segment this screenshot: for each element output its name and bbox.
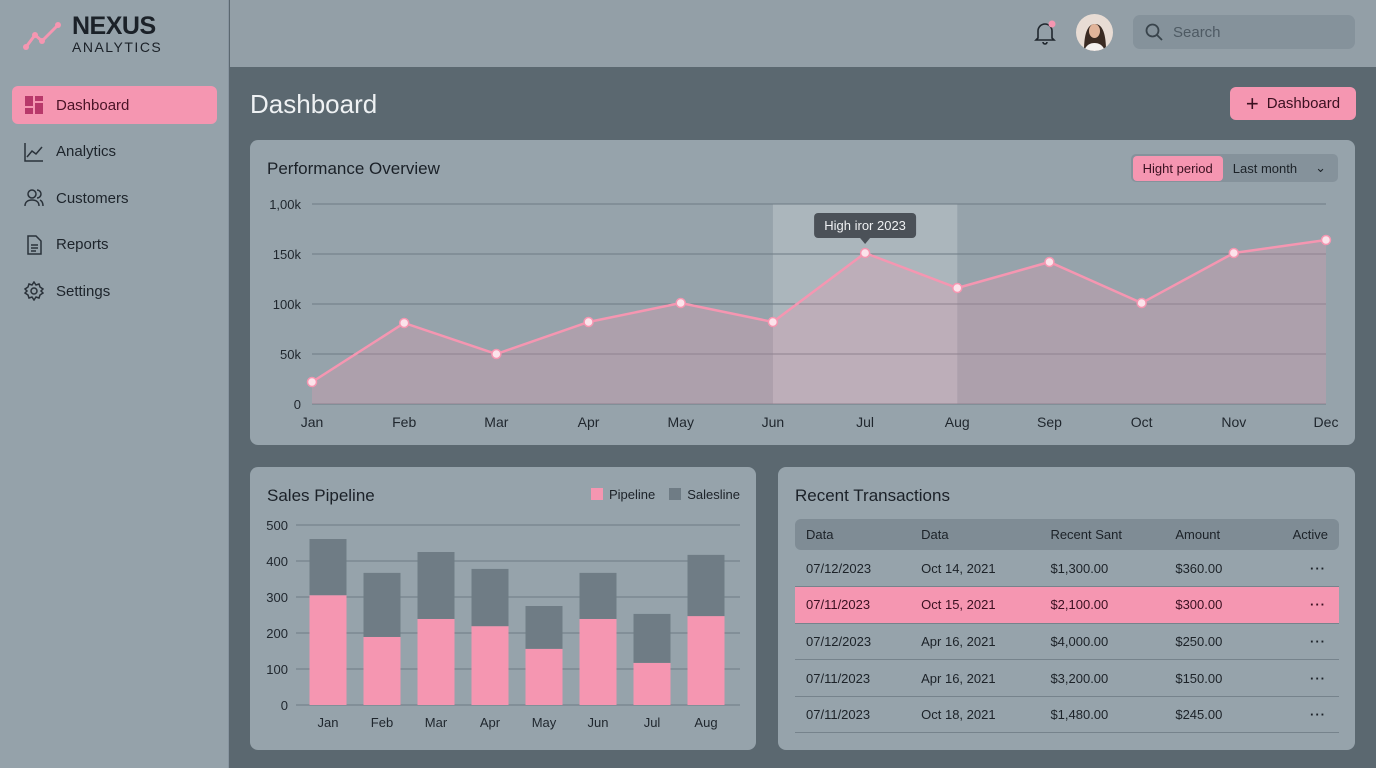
search-icon [1145,23,1163,41]
column-header[interactable]: Recent Sant [1039,519,1165,550]
sidebar-item-label: Settings [56,282,111,300]
performance-card: Performance Overview Hight period Last m… [250,140,1355,445]
search-input[interactable]: Search [1133,15,1355,49]
table-row[interactable]: 07/11/2023 Apr 16, 2021 $3,200.00 $150.00 ··… [795,659,1339,697]
sidebar: NEXUS ANALYTICS Dashboard Analytics Custo… [0,0,229,768]
table-row[interactable]: 07/12/2023 Apr 16, 2021 $4,000.00 $250.00 ··… [795,623,1339,661]
period-selector: Hight period Last month ⌄ [1130,154,1338,182]
plus-icon: + [1245,90,1259,116]
high-period-toggle[interactable]: Hight period [1132,155,1223,181]
row-actions-button[interactable]: ··· [1252,623,1339,661]
table-cell: 07/11/2023 [795,659,911,697]
sidebar-item-dashboard[interactable]: Dashboard [12,86,217,124]
table-cell: Oct 15, 2021 [910,586,1040,624]
avatar[interactable] [1076,14,1113,51]
dashboard-icon [25,96,43,114]
table-cell: Apr 16, 2021 [910,659,1040,697]
table-cell: $1,300.00 [1039,550,1165,588]
table-cell: 07/12/2023 [795,550,911,588]
table-cell: Apr 16, 2021 [910,623,1040,661]
page-title: Dashboard [250,89,378,119]
chevron-down-icon: ⌄ [1315,160,1326,175]
pipeline-card: Sales Pipeline Pipeline Salesline [250,467,756,750]
table-cell: $2,100.00 [1039,586,1165,624]
logo[interactable]: NEXUS ANALYTICS [22,14,162,55]
brand-name: NEXUS [72,12,156,40]
document-icon [27,234,42,255]
table-cell: $4,000.00 [1039,623,1165,661]
table-cell: $1,480.00 [1039,696,1165,734]
add-dashboard-button[interactable]: + Dashboard [1230,87,1356,120]
table-cell: $150.00 [1164,659,1253,697]
sidebar-item-customers[interactable]: Customers [12,179,217,217]
column-header[interactable]: Active [1252,519,1339,550]
row-actions-button[interactable]: ··· [1252,550,1339,588]
sidebar-item-label: Dashboard [56,96,130,114]
pipeline-legend: Pipeline Salesline [590,487,740,502]
table-cell: 07/12/2023 [795,623,911,661]
sidebar-item-label: Analytics [56,143,117,160]
table-cell: Oct 14, 2021 [910,550,1040,588]
column-header[interactable]: Data [795,519,911,550]
row-actions-button[interactable]: ··· [1252,659,1339,697]
period-dropdown-value: Last month [1232,160,1298,176]
table-cell: 07/11/2023 [795,586,911,624]
period-dropdown[interactable]: Last month ⌄ [1223,160,1336,176]
table-cell: $300.00 [1164,586,1253,624]
search-placeholder: Search [1173,23,1221,41]
sidebar-item-settings[interactable]: Settings [12,272,217,310]
table-row[interactable]: 07/11/2023 Oct 15, 2021 $2,100.00 $300.00 ··… [795,586,1339,624]
transactions-table: Data Data Recent Sant Amount Active 07/1… [795,519,1339,734]
table-row[interactable]: 07/11/2023 Oct 18, 2021 $1,480.00 $245.00 ··… [795,696,1339,734]
column-header[interactable]: Amount [1164,519,1253,550]
brand-sub: ANALYTICS [72,39,163,55]
table-cell: $360.00 [1164,550,1253,588]
table-row[interactable]: 07/12/2023 Oct 14, 2021 $1,300.00 $360.00 ··… [795,550,1339,588]
transactions-title: Recent Transactions [795,486,950,505]
sidebar-nav: Dashboard Analytics Customers Reports Se… [12,86,217,319]
table-cell: $3,200.00 [1039,659,1165,697]
users-icon [24,189,44,207]
table-cell: 07/11/2023 [795,696,911,734]
sidebar-item-analytics[interactable]: Analytics [12,133,217,171]
legend-pipeline: Pipeline [590,487,655,502]
row-actions-button[interactable]: ··· [1252,586,1339,624]
legend-salesline: Salesline [669,487,740,502]
performance-title: Performance Overview [267,159,440,178]
table-cell: $245.00 [1164,696,1253,734]
row-actions-button[interactable]: ··· [1252,696,1339,734]
sidebar-item-label: Customers [56,189,129,207]
bell-icon[interactable] [1033,20,1057,46]
transactions-card: Recent Transactions Data Data Recent San… [778,467,1355,750]
add-dashboard-label: Dashboard [1266,95,1341,112]
table-cell: Oct 18, 2021 [910,696,1040,734]
chart-line-icon [24,142,43,162]
pipeline-title: Sales Pipeline [267,486,375,505]
column-header[interactable]: Data [910,519,1040,550]
gear-icon [24,281,44,301]
sidebar-item-label: Reports [56,236,109,253]
logo-icon [23,21,61,50]
table-cell: $250.00 [1164,623,1253,661]
sidebar-item-reports[interactable]: Reports [12,226,217,264]
